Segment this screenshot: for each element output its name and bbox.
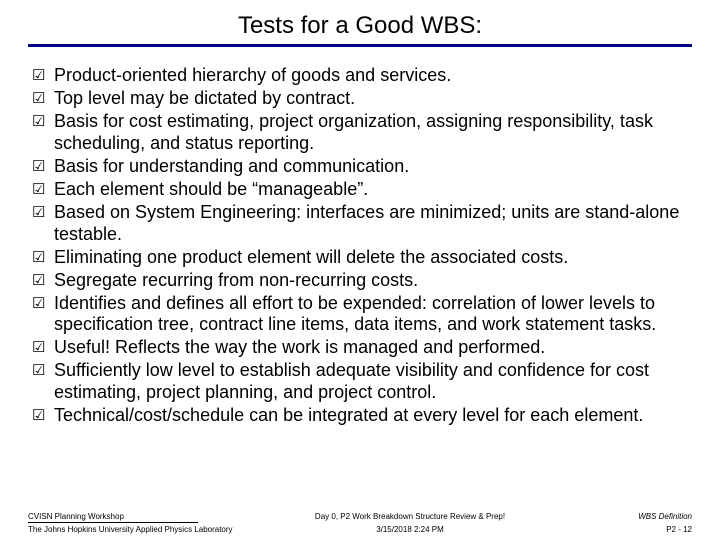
list-item-text: Useful! Reflects the way the work is man… [54, 337, 686, 359]
checkbox-icon: ☑ [32, 179, 54, 200]
title-rule [28, 44, 692, 47]
list-item: ☑ Segregate recurring from non-recurring… [32, 270, 686, 292]
list-item: ☑ Eliminating one product element will d… [32, 247, 686, 269]
checkbox-icon: ☑ [32, 65, 54, 86]
footer-right-2: P2 - 12 [562, 525, 692, 534]
footer-center-2: 3/15/2018 2:24 PM [258, 525, 562, 534]
list-item-text: Segregate recurring from non-recurring c… [54, 270, 686, 292]
list-item: ☑ Useful! Reflects the way the work is m… [32, 337, 686, 359]
footer-center-1: Day 0, P2 Work Breakdown Structure Revie… [258, 512, 562, 521]
checkbox-icon: ☑ [32, 360, 54, 381]
checkbox-icon: ☑ [32, 405, 54, 426]
bullet-list: ☑ Product-oriented hierarchy of goods an… [28, 65, 692, 427]
checkbox-icon: ☑ [32, 337, 54, 358]
list-item-text: Sufficiently low level to establish adeq… [54, 360, 686, 404]
list-item-text: Identifies and defines all effort to be … [54, 293, 686, 337]
footer-left-2: The Johns Hopkins University Applied Phy… [28, 525, 258, 534]
list-item-text: Product-oriented hierarchy of goods and … [54, 65, 686, 87]
slide: Tests for a Good WBS: ☑ Product-oriented… [0, 0, 720, 540]
list-item: ☑ Sufficiently low level to establish ad… [32, 360, 686, 404]
footer-rule [28, 522, 198, 523]
slide-title: Tests for a Good WBS: [28, 12, 692, 40]
checkbox-icon: ☑ [32, 247, 54, 268]
list-item: ☑ Basis for understanding and communicat… [32, 156, 686, 178]
list-item-text: Basis for cost estimating, project organ… [54, 111, 686, 155]
checkbox-icon: ☑ [32, 202, 54, 223]
list-item-text: Based on System Engineering: interfaces … [54, 202, 686, 246]
list-item-text: Basis for understanding and communicatio… [54, 156, 686, 178]
checkbox-icon: ☑ [32, 156, 54, 177]
checkbox-icon: ☑ [32, 270, 54, 291]
checkbox-icon: ☑ [32, 111, 54, 132]
slide-footer: CVISN Planning Workshop Day 0, P2 Work B… [0, 512, 720, 534]
list-item: ☑ Basis for cost estimating, project org… [32, 111, 686, 155]
list-item: ☑ Identifies and defines all effort to b… [32, 293, 686, 337]
checkbox-icon: ☑ [32, 293, 54, 314]
footer-left-1: CVISN Planning Workshop [28, 512, 258, 521]
list-item: ☑ Each element should be “manageable”. [32, 179, 686, 201]
footer-right-1: WBS Definition [562, 512, 692, 521]
list-item: ☑ Based on System Engineering: interface… [32, 202, 686, 246]
checkbox-icon: ☑ [32, 88, 54, 109]
list-item-text: Eliminating one product element will del… [54, 247, 686, 269]
list-item: ☑ Top level may be dictated by contract. [32, 88, 686, 110]
list-item: ☑ Technical/cost/schedule can be integra… [32, 405, 686, 427]
list-item: ☑ Product-oriented hierarchy of goods an… [32, 65, 686, 87]
list-item-text: Each element should be “manageable”. [54, 179, 686, 201]
list-item-text: Top level may be dictated by contract. [54, 88, 686, 110]
list-item-text: Technical/cost/schedule can be integrate… [54, 405, 686, 427]
